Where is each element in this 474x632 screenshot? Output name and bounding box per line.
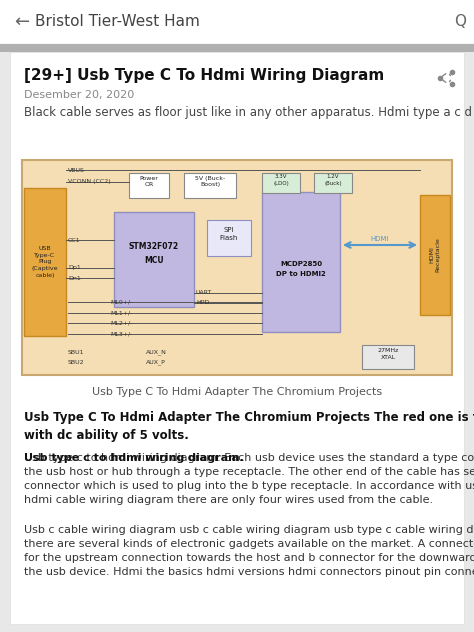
Text: USB
Type-C
Plug
(Captive
cable): USB Type-C Plug (Captive cable): [32, 246, 58, 277]
Text: 1.2V
(Buck): 1.2V (Buck): [324, 174, 342, 186]
Text: VCONN (CC2): VCONN (CC2): [68, 179, 110, 185]
Text: Black cable serves as floor just like in any other apparatus. Hdmi type a c d e.: Black cable serves as floor just like in…: [24, 106, 474, 119]
Bar: [0, 44, 474, 52]
Text: Q: Q: [454, 15, 466, 30]
Text: ML3+/-: ML3+/-: [110, 332, 133, 336]
Text: HDMI
Receptacle: HDMI Receptacle: [429, 238, 441, 272]
Text: Usb type c to hdmi wiring diagram.: Usb type c to hdmi wiring diagram.: [24, 453, 244, 463]
Bar: [262, 173, 300, 193]
Text: ←: ←: [14, 13, 29, 31]
Bar: [420, 195, 450, 315]
Bar: [0, 0, 474, 44]
Text: [29+] Usb Type C To Hdmi Wiring Diagram: [29+] Usb Type C To Hdmi Wiring Diagram: [24, 68, 384, 83]
Text: STM32F072
MCU: STM32F072 MCU: [129, 243, 179, 265]
Text: 3.3V
(LDO): 3.3V (LDO): [273, 174, 289, 186]
Bar: [129, 173, 169, 198]
Text: AUX_P: AUX_P: [146, 359, 166, 365]
Text: 5V (Buck-
Boost): 5V (Buck- Boost): [195, 176, 225, 187]
Text: AUX_N: AUX_N: [146, 349, 167, 355]
Text: Bristol Tier-West Ham: Bristol Tier-West Ham: [35, 15, 200, 30]
Text: Dp1: Dp1: [68, 265, 81, 270]
Bar: [114, 212, 194, 307]
Text: UART: UART: [196, 291, 212, 296]
Text: ML0+/-: ML0+/-: [110, 300, 132, 305]
Bar: [22, 160, 452, 375]
Text: HPD: HPD: [196, 300, 209, 305]
Bar: [184, 173, 236, 198]
Text: Usb Type C To Hdmi Adapter The Chromium Projects: Usb Type C To Hdmi Adapter The Chromium …: [92, 387, 382, 397]
Bar: [207, 220, 251, 256]
Text: Dn1: Dn1: [68, 276, 81, 281]
Text: 27MHz
XTAL: 27MHz XTAL: [377, 348, 399, 360]
Bar: [24, 188, 66, 336]
Text: SPI
Flash: SPI Flash: [220, 227, 238, 241]
Bar: [262, 192, 340, 332]
Text: ML2+/-: ML2+/-: [110, 320, 133, 325]
Text: Usb Type C To Hdmi Adapter The Chromium Projects The red one is for sure cable
w: Usb Type C To Hdmi Adapter The Chromium …: [24, 411, 474, 442]
Text: VBUS: VBUS: [68, 167, 85, 173]
Text: SBU1: SBU1: [68, 349, 84, 355]
Text: SBU2: SBU2: [68, 360, 85, 365]
Text: Usb c cable wiring diagram usb c cable wiring diagram usb type c cable wiring di: Usb c cable wiring diagram usb c cable w…: [24, 525, 474, 577]
Text: Power
OR: Power OR: [139, 176, 158, 187]
Text: Desember 20, 2020: Desember 20, 2020: [24, 90, 134, 100]
Text: HDMI: HDMI: [371, 236, 389, 242]
Text: ML1+/-: ML1+/-: [110, 310, 132, 315]
Text: CC1: CC1: [68, 238, 81, 243]
Bar: [314, 173, 352, 193]
Text: Usb type c to hdmi wiring diagram. Each usb device uses the standard a type conn: Usb type c to hdmi wiring diagram. Each …: [24, 453, 474, 505]
Bar: [362, 345, 414, 369]
Text: MCDP2850
DP to HDMI2: MCDP2850 DP to HDMI2: [276, 262, 326, 277]
